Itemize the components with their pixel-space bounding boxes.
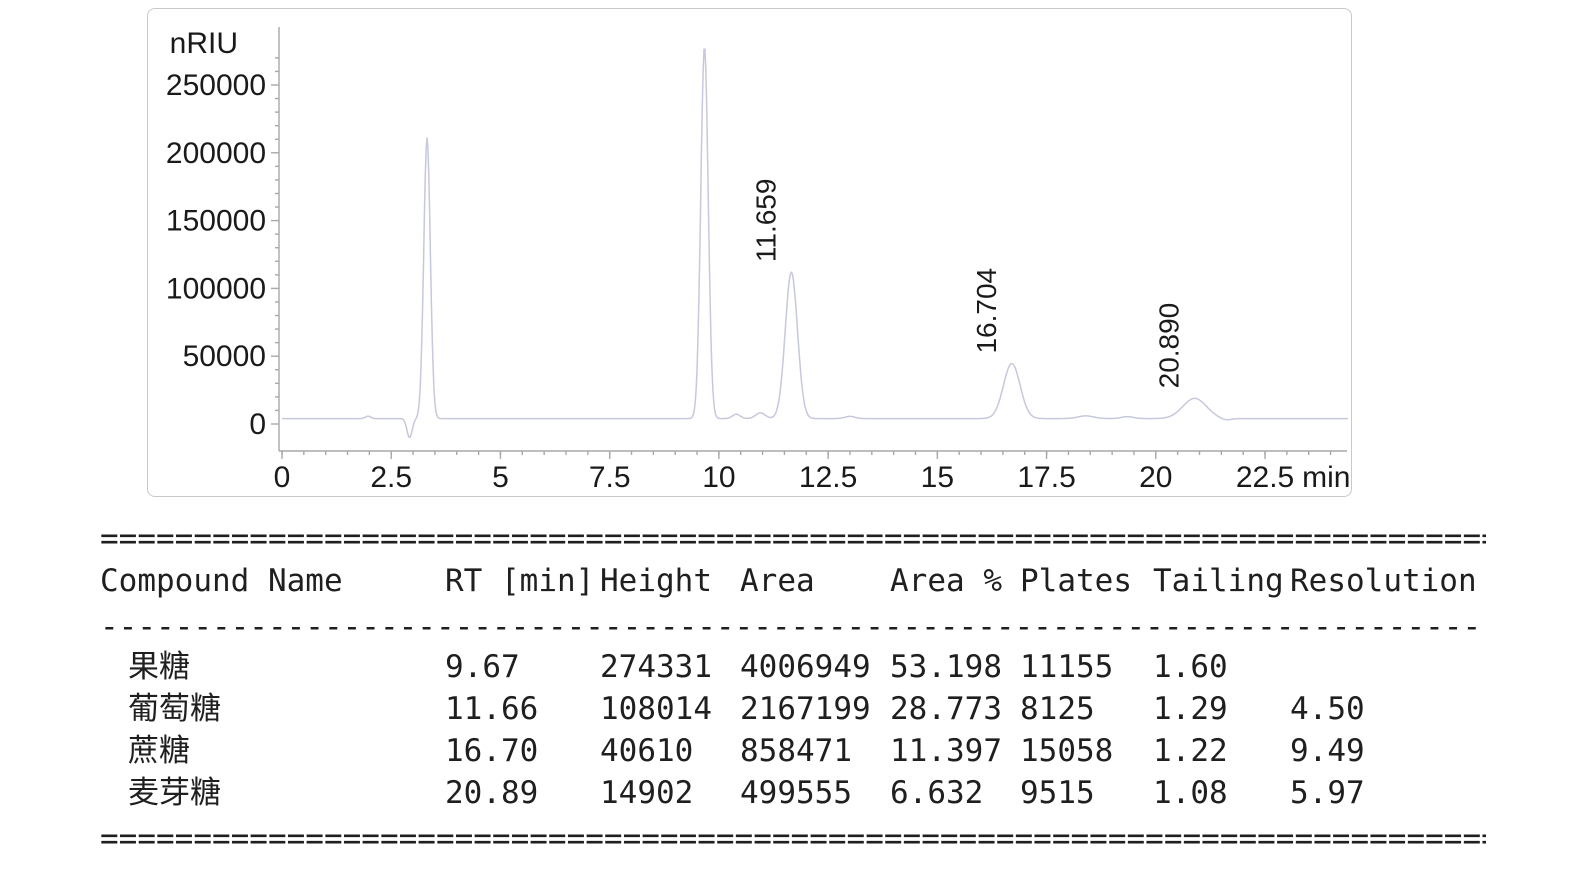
- area-percent-value: 53.198: [890, 649, 1002, 685]
- peak-rt-label: 20.890: [1154, 303, 1185, 389]
- tailing-value: 1.22: [1153, 733, 1228, 769]
- x-tick-label: 17.5: [1017, 461, 1075, 494]
- area-percent-value: 11.397: [890, 733, 1002, 769]
- area-percent-value: 6.632: [890, 775, 984, 811]
- plates-value: 15058: [1020, 733, 1114, 769]
- resolution-value: [1290, 646, 1486, 688]
- table-row: 葡萄糖 11.66 108014 2167199 28.773 8125 1.2…: [100, 688, 1486, 730]
- compound-name: 果糖: [128, 649, 190, 685]
- plates-value: 9515: [1020, 775, 1095, 811]
- x-tick-label: 12.5: [799, 461, 857, 494]
- x-tick-label: 2.5: [370, 461, 412, 494]
- x-axis-unit-label: min: [1302, 461, 1350, 494]
- x-tick-label: 10: [702, 461, 735, 494]
- x-tick-label: 0: [274, 461, 291, 494]
- area-value: 499555: [740, 775, 852, 811]
- tailing-value: 1.60: [1153, 649, 1228, 685]
- area-percent-value: 28.773: [890, 691, 1002, 727]
- height-value: 14902: [600, 775, 694, 811]
- resolution-value: 5.97: [1290, 775, 1365, 811]
- separator-header: ----------------------------------------…: [100, 609, 1486, 645]
- tailing-value: 1.08: [1153, 775, 1228, 811]
- compound-name: 葡萄糖: [128, 691, 221, 727]
- y-tick-label: 50000: [183, 340, 266, 373]
- rt-value: 16.70: [445, 733, 539, 769]
- rt-value: 20.89: [445, 775, 539, 811]
- chromatogram-plot: 0 50000 100000 150000 200000 250000 nRIU 0 2.5 5 7…: [166, 27, 1351, 494]
- x-tick-label: 20: [1139, 461, 1172, 494]
- peak-results-table: ========================================…: [100, 520, 1486, 858]
- area-value: 2167199: [740, 691, 871, 727]
- resolution-value: 9.49: [1290, 733, 1365, 769]
- column-header-resolution: Resolution: [1290, 563, 1477, 599]
- y-tick-label: 250000: [166, 69, 266, 102]
- column-header-plates: Plates: [1020, 563, 1132, 599]
- rt-value: 11.66: [445, 691, 539, 727]
- height-value: 40610: [600, 733, 694, 769]
- column-header-area-percent: Area %: [890, 563, 1002, 599]
- table-row: 蔗糖 16.70 40610 858471 11.397 15058 1.22 …: [100, 730, 1486, 772]
- table-header-row: Compound Name RT [min] Height Area Area …: [100, 558, 1486, 604]
- y-tick-label: 0: [249, 408, 266, 441]
- chromatogram-panel: 0 50000 100000 150000 200000 250000 nRIU 0 2.5 5 7…: [147, 8, 1352, 497]
- x-tick-label: 22.5: [1236, 461, 1294, 494]
- plates-value: 11155: [1020, 649, 1114, 685]
- compound-name: 蔗糖: [128, 733, 190, 769]
- y-axis-title: nRIU: [170, 27, 238, 60]
- plates-value: 8125: [1020, 691, 1095, 727]
- separator-top: ========================================…: [100, 521, 1486, 557]
- area-value: 4006949: [740, 649, 871, 685]
- separator-bottom: ========================================…: [100, 821, 1486, 857]
- y-tick-label: 150000: [166, 205, 266, 238]
- tailing-value: 1.29: [1153, 691, 1228, 727]
- x-tick-label: 5: [492, 461, 509, 494]
- height-value: 108014: [600, 691, 712, 727]
- table-row: 果糖 9.67 274331 4006949 53.198 11155 1.60: [100, 646, 1486, 688]
- y-tick-label: 200000: [166, 137, 266, 170]
- resolution-value: 4.50: [1290, 691, 1365, 727]
- chromatogram-trace: [282, 48, 1348, 439]
- height-value: 274331: [600, 649, 712, 685]
- y-tick-label: 100000: [166, 272, 266, 305]
- column-header-compound-name: Compound Name: [100, 563, 343, 599]
- area-value: 858471: [740, 733, 852, 769]
- peak-rt-label: 16.704: [971, 268, 1002, 354]
- column-header-tailing: Tailing: [1153, 563, 1284, 599]
- rt-value: 9.67: [445, 649, 520, 685]
- x-tick-label: 15: [921, 461, 954, 494]
- x-tick-label: 7.5: [589, 461, 631, 494]
- column-header-rt: RT [min]: [445, 563, 595, 599]
- column-header-area: Area: [740, 563, 815, 599]
- compound-name: 麦芽糖: [128, 775, 221, 811]
- table-row: 麦芽糖 20.89 14902 499555 6.632 9515 1.08 5…: [100, 772, 1486, 814]
- peak-rt-label: 11.659: [750, 179, 781, 263]
- column-header-height: Height: [600, 563, 712, 599]
